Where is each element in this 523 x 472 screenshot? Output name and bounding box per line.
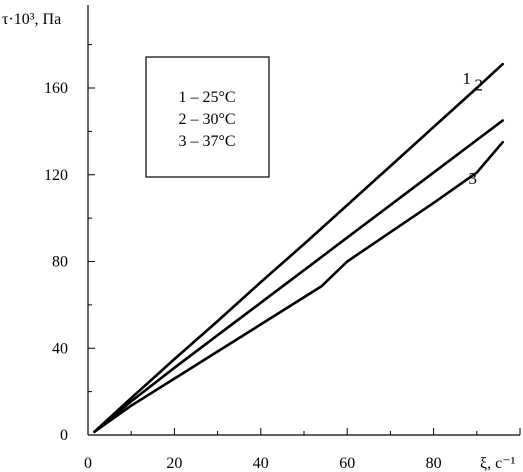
x-tick-label: 0 [84, 455, 92, 472]
y-axis-label: τ·10³, Па [2, 11, 61, 28]
legend: 1 – 25°C 2 – 30°C 3 – 37°C [145, 56, 270, 178]
series-label-2: 2 [474, 76, 483, 95]
legend-entry: 3 – 37°C [178, 133, 235, 150]
series-layer [93, 62, 505, 434]
legend-box [145, 56, 270, 178]
x-tick-label: 60 [339, 455, 355, 472]
series-labels: 1 2 3 [462, 69, 483, 188]
series-label-3: 3 [468, 169, 477, 188]
legend-entry: 1 – 25°C [178, 89, 235, 106]
y-tick-label: 40 [52, 340, 68, 357]
series-line-3 [93, 140, 505, 434]
series-line-1 [93, 62, 505, 434]
x-tick-label: 40 [253, 455, 269, 472]
x-axis-label: ξ, с⁻¹ [480, 455, 516, 472]
y-tick-label: 160 [44, 80, 68, 97]
ticks: 0 20 40 60 80 0 40 80 120 160 [44, 44, 521, 472]
series-line-2 [93, 119, 505, 434]
y-tick-label: 120 [44, 167, 68, 184]
legend-entry: 2 – 30°C [178, 111, 235, 128]
y-tick-label: 80 [52, 254, 68, 271]
x-tick-label: 20 [166, 455, 182, 472]
series-label-1: 1 [462, 69, 471, 88]
y-tick-label: 0 [60, 427, 68, 444]
x-tick-label: 80 [426, 455, 442, 472]
